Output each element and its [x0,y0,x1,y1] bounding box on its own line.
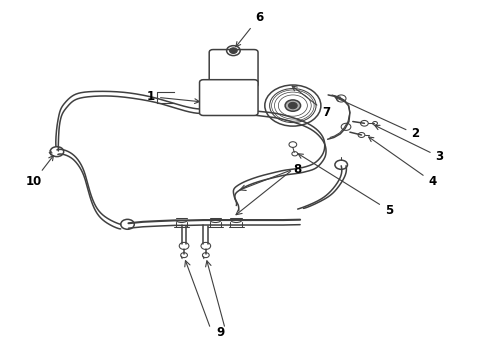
Circle shape [229,48,237,54]
Text: 9: 9 [216,326,224,339]
Text: 10: 10 [25,156,53,188]
FancyBboxPatch shape [209,50,258,87]
Text: 8: 8 [293,163,301,176]
FancyBboxPatch shape [199,80,258,116]
Text: 6: 6 [235,11,263,47]
Text: 1: 1 [146,90,199,103]
Text: 2: 2 [334,97,419,140]
Text: 3: 3 [374,125,443,163]
Text: 7: 7 [291,86,329,118]
Text: 5: 5 [298,154,392,217]
Circle shape [288,102,297,109]
Circle shape [285,100,300,111]
Text: 4: 4 [368,137,436,188]
